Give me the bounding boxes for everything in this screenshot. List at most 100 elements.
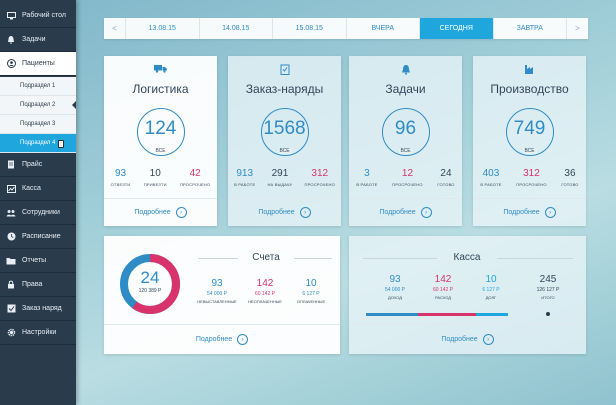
stat-label: ГОТОВО bbox=[561, 182, 579, 187]
group-icon bbox=[6, 208, 16, 218]
count-ring bbox=[260, 108, 309, 156]
stat-value: 42 bbox=[189, 168, 201, 179]
stat-value: 93 bbox=[211, 278, 223, 289]
stat-value: 913 bbox=[236, 168, 254, 179]
stat-value: 93 bbox=[389, 274, 401, 285]
sidebar-item-kassa[interactable]: Касса bbox=[0, 177, 76, 201]
chevron-right-icon: › bbox=[299, 207, 311, 218]
more-button[interactable]: Подробнее › bbox=[104, 198, 217, 226]
sidebar-item-reports[interactable]: Отчеты bbox=[0, 249, 76, 273]
sidebar-item-settings[interactable]: Настройки bbox=[0, 321, 76, 345]
date-item[interactable]: 13.08.15 bbox=[126, 18, 200, 39]
accounts-title: Счета bbox=[252, 252, 280, 263]
card-title: Задачи bbox=[385, 82, 426, 96]
sidebar-item-label: Настройки bbox=[22, 329, 57, 336]
accounts-stat: 10 6 127 Р ОПЛАЧЕННЫЕ bbox=[288, 278, 334, 304]
sidebar-subitem-label: Подраздел 2 bbox=[20, 102, 56, 108]
sidebar-subitem-label: Подраздел 3 bbox=[20, 121, 56, 127]
sidebar-item-label: Права bbox=[22, 281, 43, 288]
stat-label: ПРОСРОЧЕНО bbox=[179, 182, 211, 187]
chevron-right-icon: › bbox=[175, 207, 187, 218]
stat-value: 36 bbox=[564, 168, 576, 179]
sidebar-item-schedule[interactable]: Расписание bbox=[0, 225, 76, 249]
user-icon bbox=[6, 59, 16, 69]
kassa-bar-expense bbox=[418, 313, 476, 316]
count-ring bbox=[505, 108, 554, 156]
stat-amount: 6 127 Р bbox=[302, 291, 320, 297]
sidebar-item-desktop[interactable]: Рабочий стол bbox=[0, 4, 76, 28]
card-stats: 403 В РАБОТЕ 312 ПРОСРОЧЕНО 36 ГОТОВО bbox=[473, 168, 586, 187]
divider bbox=[198, 258, 238, 259]
clipboard-icon bbox=[228, 64, 341, 76]
bell-icon bbox=[6, 35, 16, 45]
stat-label: РАСХОД bbox=[435, 295, 451, 300]
chevron-right-icon: › bbox=[482, 334, 494, 345]
more-button[interactable]: Подробнее › bbox=[473, 198, 586, 226]
card-title: Заказ-наряды bbox=[245, 82, 324, 96]
sidebar-item-order[interactable]: Заказ наряд bbox=[0, 297, 76, 321]
date-item[interactable]: 15.08.15 bbox=[273, 18, 347, 39]
count-ring bbox=[136, 108, 185, 156]
sidebar-item-staff[interactable]: Сотрудники bbox=[0, 201, 76, 225]
sidebar-item-tasks[interactable]: Задачи bbox=[0, 28, 76, 52]
date-item[interactable]: 14.08.15 bbox=[200, 18, 273, 39]
stat-label: ОПЛАЧЕННЫЕ bbox=[296, 299, 326, 304]
clock-icon bbox=[6, 232, 16, 242]
card-stats: 93 ОТВЕЗТИ 10 ПРИВЕЗТИ 42 ПРОСРОЧЕНО bbox=[104, 168, 217, 187]
checkbox-icon bbox=[6, 304, 16, 314]
card-total: 124 bbox=[144, 118, 177, 139]
stat-value: 312 bbox=[523, 168, 540, 179]
chevron-right-icon: > bbox=[575, 24, 580, 33]
more-button[interactable]: Подробнее › bbox=[104, 324, 340, 354]
more-button[interactable]: Подробнее › bbox=[228, 198, 341, 226]
kassa-stat: 10 6 127 Р ДОЛГ bbox=[471, 274, 511, 300]
more-label: Подробнее bbox=[258, 209, 295, 216]
sidebar-item-label: Расписание bbox=[22, 233, 61, 240]
stat-label: ДОХОД bbox=[388, 295, 402, 300]
sidebar-subitem-4[interactable]: Подраздел 4 bbox=[0, 134, 76, 153]
stat-value: 245 bbox=[539, 274, 557, 285]
stat-value: 10 bbox=[485, 274, 497, 285]
sidebar-subitem-label: Подраздел 1 bbox=[20, 83, 56, 89]
stat-value: 12 bbox=[401, 168, 414, 179]
more-button[interactable]: Подробнее › bbox=[349, 198, 462, 226]
stat-value: 93 bbox=[114, 168, 127, 179]
stat-label: ПРОСРОЧЕНО bbox=[516, 182, 547, 187]
stat-amount: 54 000 Р bbox=[206, 291, 228, 297]
stat-label: ГОТОВО bbox=[437, 182, 455, 187]
date-tomorrow[interactable]: ЗАВТРА bbox=[516, 25, 543, 32]
folder-icon bbox=[6, 256, 16, 266]
card-total: 749 bbox=[513, 118, 546, 139]
sidebar-subitem-3[interactable]: Подраздел 3 bbox=[0, 115, 76, 134]
sidebar-subitem-1[interactable]: Подраздел 1 bbox=[0, 77, 76, 96]
sidebar: Рабочий стол Задачи Пациенты Подраздел 1… bbox=[0, 0, 76, 405]
card-production: Производство 749 ВСЕ 403 В РАБОТЕ 312 ПРОС… bbox=[473, 56, 586, 226]
factory-icon bbox=[473, 64, 586, 76]
monitor-icon bbox=[6, 11, 16, 21]
sidebar-item-price[interactable]: Прайс bbox=[0, 153, 76, 177]
date-today[interactable]: СЕГОДНЯ bbox=[420, 18, 494, 39]
date-yesterday[interactable]: ВЧЕРА bbox=[347, 18, 420, 39]
cursor-icon bbox=[58, 140, 64, 148]
more-button[interactable]: Подробнее › bbox=[349, 324, 586, 354]
lock-icon bbox=[6, 280, 16, 290]
sidebar-item-label: Сотрудники bbox=[22, 209, 60, 216]
stat-value: 142 bbox=[256, 278, 274, 289]
divider bbox=[294, 258, 332, 259]
stat-amount: 6 127 Р bbox=[482, 287, 500, 293]
date-next-button[interactable]: > bbox=[566, 18, 588, 39]
accounts-stat: 93 54 000 Р НЕВЫСТАВЛЕННЫЕ bbox=[194, 278, 240, 304]
sidebar-item-patients[interactable]: Пациенты bbox=[0, 52, 76, 76]
sidebar-item-rights[interactable]: Права bbox=[0, 273, 76, 297]
stat-label: ПРОСРОЧЕНО bbox=[304, 182, 335, 187]
more-label: Подробнее bbox=[503, 209, 540, 216]
accounts-total: 24 bbox=[140, 268, 160, 287]
chevron-left-icon: < bbox=[112, 24, 117, 33]
date-prev-button[interactable]: < bbox=[104, 18, 126, 39]
card-title: Логистика bbox=[132, 82, 189, 96]
divider bbox=[363, 258, 437, 259]
stat-label: ДОЛГ bbox=[485, 295, 497, 300]
chevron-right-icon: › bbox=[237, 334, 249, 345]
sidebar-subitem-2[interactable]: Подраздел 2 bbox=[0, 96, 76, 115]
date-bar: < 13.08.15 14.08.15 15.08.15 ВЧЕРА СЕГОД… bbox=[104, 18, 588, 39]
